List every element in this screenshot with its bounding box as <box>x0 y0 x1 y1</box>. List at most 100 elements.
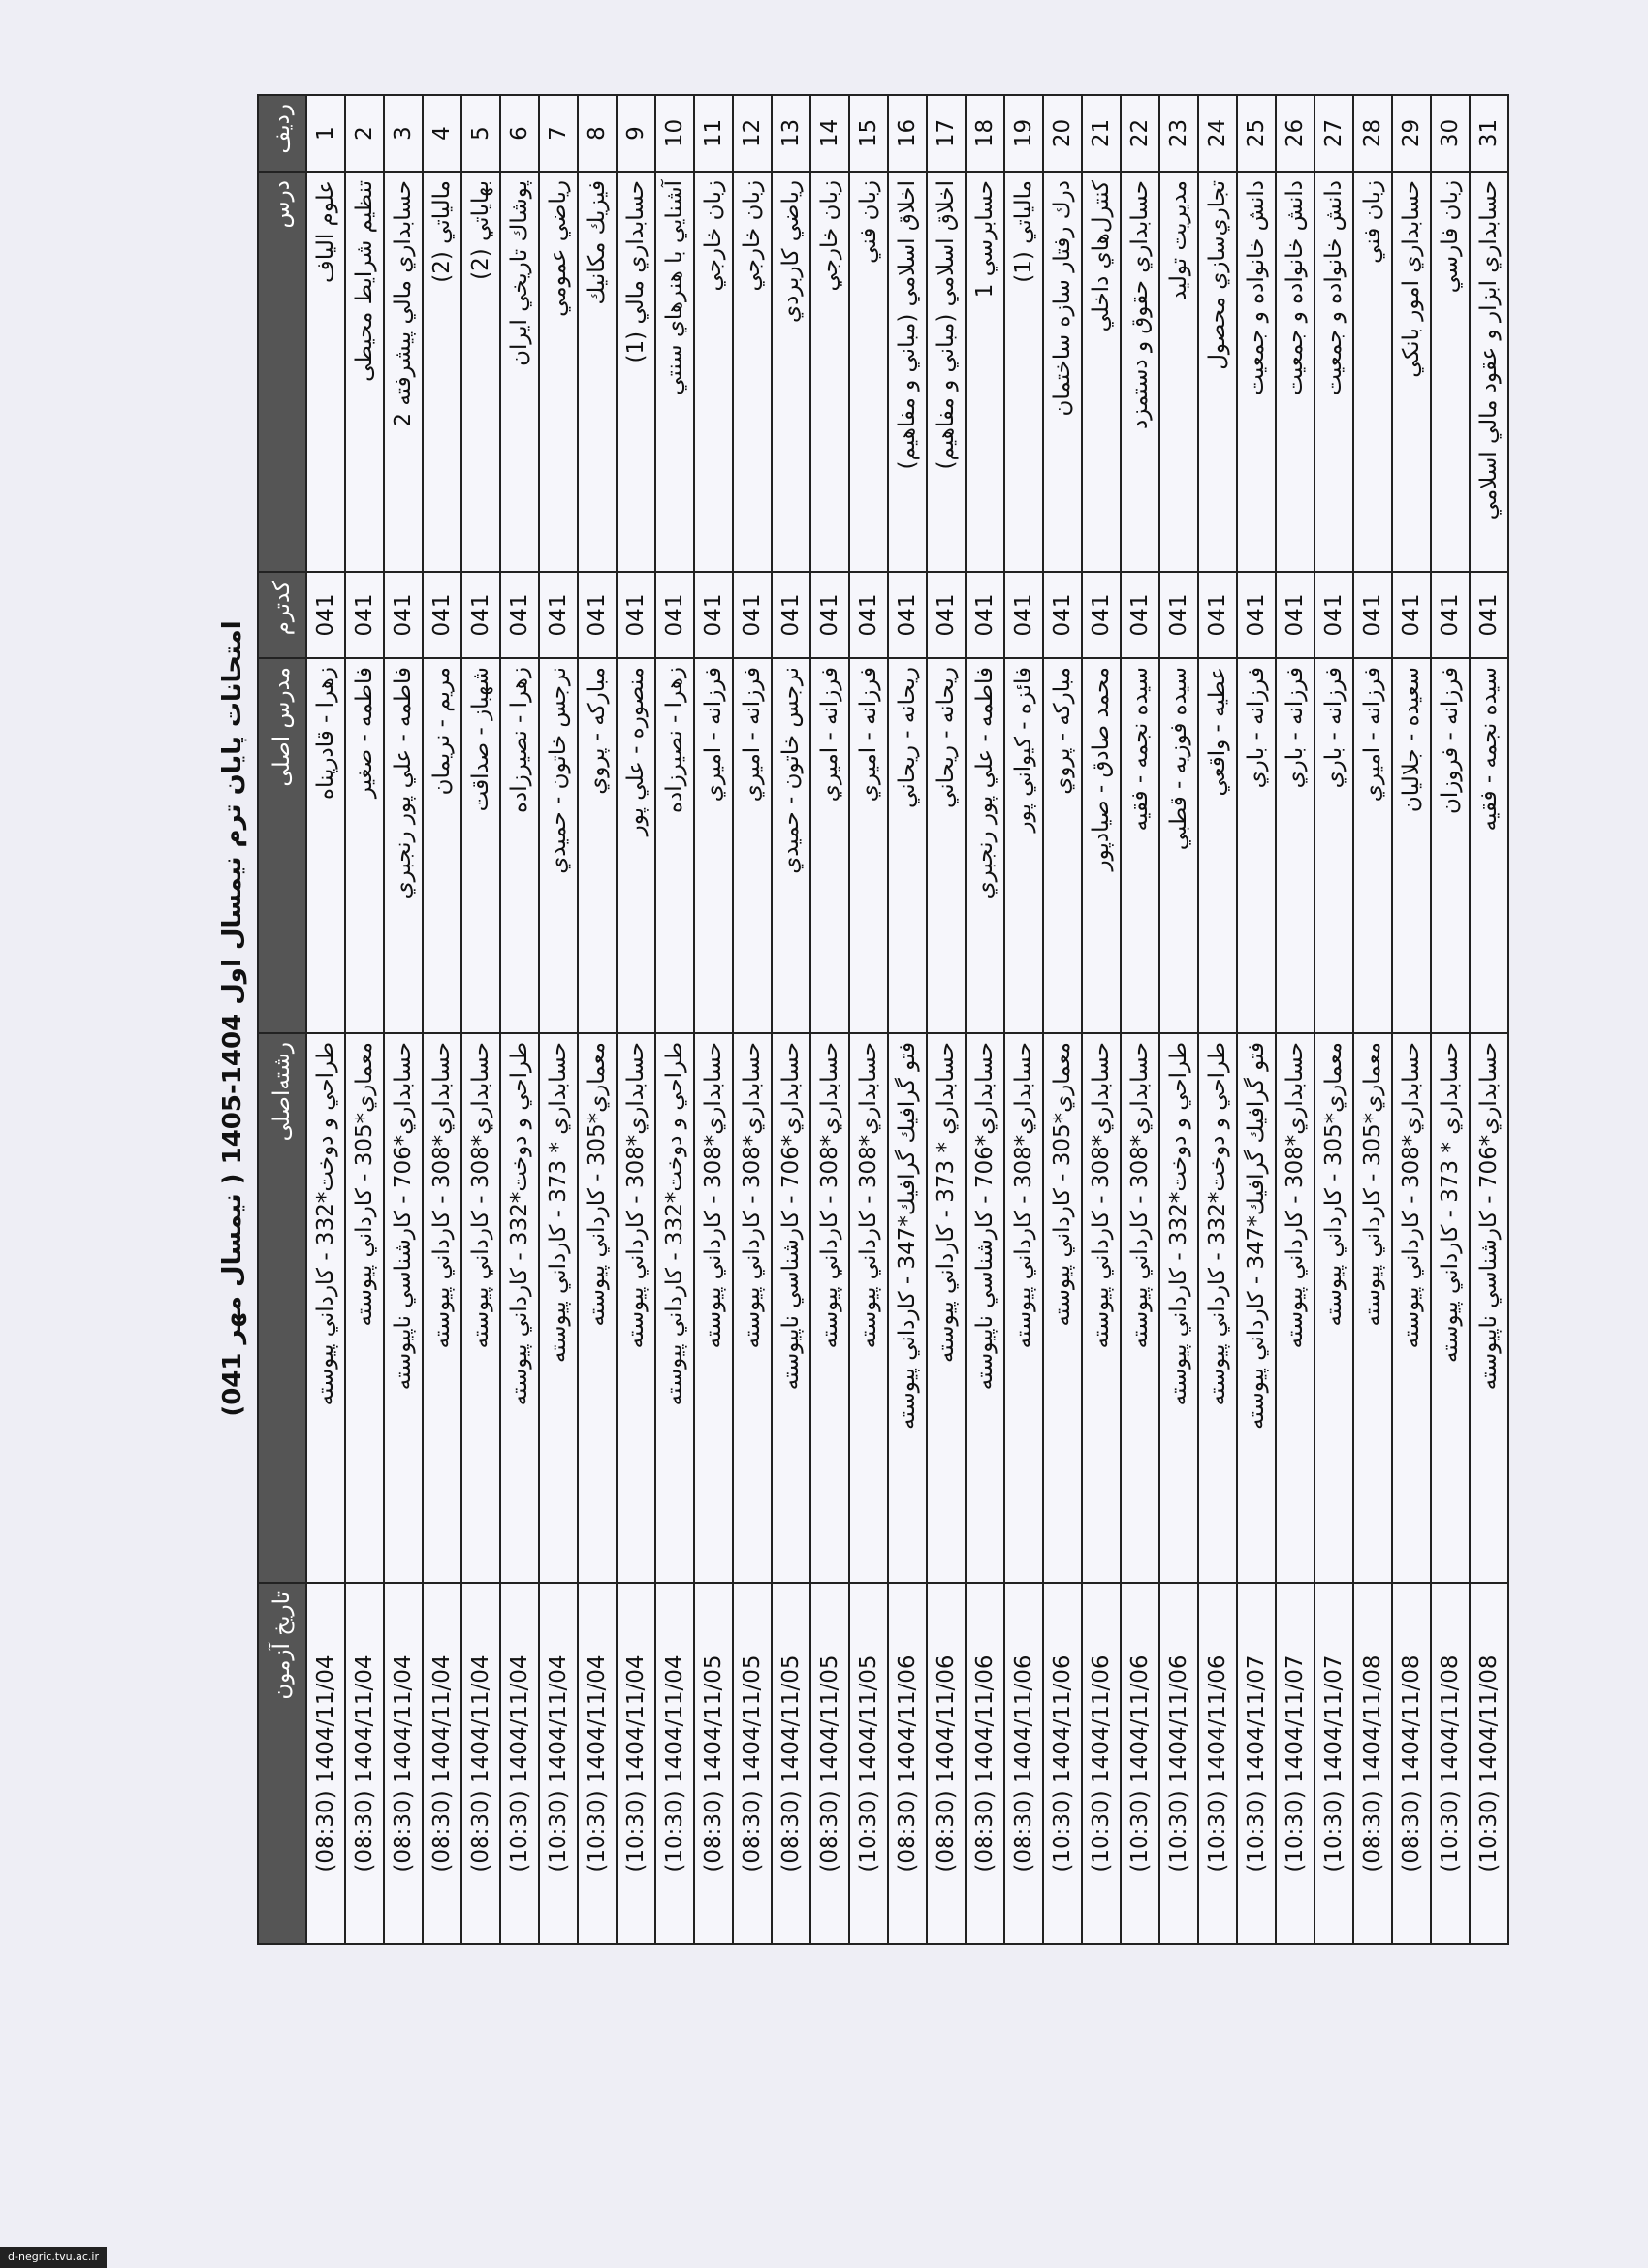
exam-table: ردیف درس کدترم مدرس اصلی رشته‌اصلی تاریخ آزمو… <box>257 94 1509 1945</box>
table-cell: 16 <box>888 95 927 172</box>
table-cell: زبان خارجي <box>694 172 733 572</box>
table-cell: 041 <box>1159 572 1198 658</box>
header-cell: ردیف <box>258 95 306 172</box>
table-row: 13 رياضي كاربردي 041 نرجس خاتون - حميدي حساب… <box>772 95 810 1944</box>
table-cell: دانش خانواده و جمعيت <box>1237 172 1276 572</box>
table-cell: حسابداري * 373 - كارداني پيوسته <box>927 1033 966 1583</box>
table-row: 21 كنترل‌هاي داخلي 041 محمد صادق - صيادپور ح… <box>1082 95 1121 1944</box>
table-cell: طراحي و دوخت*332 - كارداني پيوسته <box>1159 1033 1198 1583</box>
table-cell: 1404/11/04 (10:30) <box>500 1583 539 1944</box>
table-row: 10 آشنايي با هنرهاي سنتي 041 زهرا - نصيرزاد… <box>655 95 694 1944</box>
table-cell: كنترل‌هاي داخلي <box>1082 172 1121 572</box>
table-cell: 1404/11/08 (10:30) <box>1431 1583 1470 1944</box>
table-cell: حسابداري مالي پيشرفته 2 <box>384 172 423 572</box>
table-cell: 041 <box>578 572 617 658</box>
table-cell: 041 <box>1276 572 1315 658</box>
table-cell: فرزانه - اميري <box>1353 658 1392 1033</box>
table-row: 6 پوشاك تاريخي ايران 041 زهرا - نصيرزاده طرا… <box>500 95 539 1944</box>
table-cell: نرجس خاتون - حميدي <box>772 658 810 1033</box>
title: امتحانات پایان ترم نیمسال اول 1404-1405 … <box>218 620 247 1417</box>
table-cell: 6 <box>500 95 539 172</box>
table-cell: 4 <box>423 95 461 172</box>
table-cell: مالياتي (1) <box>1004 172 1043 572</box>
table-cell: 041 <box>461 572 500 658</box>
table-cell: معماري*305 - كارداني پيوسته <box>1353 1033 1392 1583</box>
table-row: 19 مالياتي (1) 041 فائزه - كيواني پور حسابدا… <box>1004 95 1043 1944</box>
table-cell: حسابداري*706 - كارشناسي ناپيوسته <box>384 1033 423 1583</box>
table-cell: 27 <box>1315 95 1353 172</box>
table-cell: 1404/11/06 (08:30) <box>927 1583 966 1944</box>
table-cell: 041 <box>772 572 810 658</box>
table-row: 11 زبان خارجي 041 فرزانه - اميري حسابداري*30… <box>694 95 733 1944</box>
table-cell: 18 <box>966 95 1004 172</box>
table-cell: حسابداري * 373 - كارداني پيوسته <box>1431 1033 1470 1583</box>
table-cell: 1404/11/08 (10:30) <box>1470 1583 1508 1944</box>
table-cell: 1404/11/05 (08:30) <box>810 1583 849 1944</box>
table-cell: سيده نجمه - فقيه <box>1121 658 1159 1033</box>
table-cell: معماري*305 - كارداني پيوسته <box>1043 1033 1082 1583</box>
table-cell: تجاري‌سازي محصول <box>1198 172 1237 572</box>
table-cell: سيده نجمه - فقيه <box>1470 658 1508 1033</box>
table-cell: زهرا - نصيرزاده <box>500 658 539 1033</box>
table-cell: زهرا - قادرپناه <box>306 658 345 1033</box>
table-cell: حسابداري*308 - كارداني پيوسته <box>694 1033 733 1583</box>
table-cell: 041 <box>1470 572 1508 658</box>
table-cell: مباركه - پروي <box>1043 658 1082 1033</box>
table-cell: 1404/11/05 (08:30) <box>733 1583 772 1944</box>
table-cell: 041 <box>1353 572 1392 658</box>
table-cell: زبان خارجي <box>810 172 849 572</box>
table-cell: 041 <box>927 572 966 658</box>
table-cell: فتو گرافيك گرافيك*347 - كارداني پيوسته <box>1237 1033 1276 1583</box>
table-cell: 041 <box>1431 572 1470 658</box>
table-cell: طراحي و دوخت*332 - كارداني پيوسته <box>655 1033 694 1583</box>
table-cell: پوشاك تاريخي ايران <box>500 172 539 572</box>
table-cell: 12 <box>733 95 772 172</box>
table-cell: حسابداري*308 - كارداني پيوسته <box>849 1033 888 1583</box>
table-row: 28 زبان فني 041 فرزانه - اميري معماري*305 - … <box>1353 95 1392 1944</box>
table-cell: مالياتي (2) <box>423 172 461 572</box>
table-row: 29 حسابداري امور بانكي 041 سعيده - جلاليان ح… <box>1392 95 1431 1944</box>
table-cell: 041 <box>888 572 927 658</box>
table-cell: زبان فارسي <box>1431 172 1470 572</box>
table-cell: حسابداري*706 - كارشناسي ناپيوسته <box>772 1033 810 1583</box>
table-cell: 1404/11/04 (10:30) <box>578 1583 617 1944</box>
table-cell: 041 <box>733 572 772 658</box>
table-cell: 1404/11/05 (08:30) <box>772 1583 810 1944</box>
table-cell: 1404/11/06 (08:30) <box>966 1583 1004 1944</box>
table-cell: طراحي و دوخت*332 - كارداني پيوسته <box>1198 1033 1237 1583</box>
table-cell: معماري*305 - كارداني پيوسته <box>345 1033 384 1583</box>
table-cell: تنظیم شرایط محیطی <box>345 172 384 572</box>
table-cell: 31 <box>1470 95 1508 172</box>
table-cell: 1404/11/05 (08:30) <box>694 1583 733 1944</box>
table-cell: فائزه - كيواني پور <box>1004 658 1043 1033</box>
table-row: 5 بهاياتي (2) 041 شهباز - صداقت حسابداري*308… <box>461 95 500 1944</box>
table-cell: 24 <box>1198 95 1237 172</box>
table-row: 22 حسابداري حقوق و دستمزد 041 سيده نجمه - ف… <box>1121 95 1159 1944</box>
table-cell: 041 <box>1004 572 1043 658</box>
table-row: 3 حسابداري مالي پيشرفته 2 041 فاطمه - علي پ… <box>384 95 423 1944</box>
table-row: 31 حسابداري ابزار و عقود مالي اسلامي 041 سي… <box>1470 95 1508 1944</box>
table-cell: زهرا - نصيرزاده <box>655 658 694 1033</box>
table-cell: 1404/11/04 (10:30) <box>539 1583 578 1944</box>
table-cell: بهاياتي (2) <box>461 172 500 572</box>
table-cell: محمد صادق - صيادپور <box>1082 658 1121 1033</box>
table-cell: مریم - نریمان <box>423 658 461 1033</box>
table-cell: 7 <box>539 95 578 172</box>
table-cell: اخلاق اسلامي (مباني و مفاهيم) <box>888 172 927 572</box>
table-cell: فيزيك مكانيك <box>578 172 617 572</box>
table-cell: زبان فني <box>849 172 888 572</box>
table-cell: فرزانه - باري <box>1276 658 1315 1033</box>
footer: d-negric.tvu.ac.ir <box>0 2247 107 2268</box>
table-cell: معماري*305 - كارداني پيوسته <box>578 1033 617 1583</box>
table-cell: حسابداري ابزار و عقود مالي اسلامي <box>1470 172 1508 572</box>
table-cell: 14 <box>810 95 849 172</box>
table-cell: 1404/11/07 (10:30) <box>1237 1583 1276 1944</box>
table-cell: فاطمه - صغیر <box>345 658 384 1033</box>
table-cell: رياضي عمومي <box>539 172 578 572</box>
table-cell: حسابداري*308 - كارداني پيوسته <box>423 1033 461 1583</box>
table-cell: 1404/11/04 (10:30) <box>655 1583 694 1944</box>
table-cell: حسابداري*308 - كارداني پيوسته <box>1276 1033 1315 1583</box>
table-cell: حسابداري*308 - كارداني پيوسته <box>733 1033 772 1583</box>
table-cell: فتو گرافيك گرافيك*347 - كارداني پيوسته <box>888 1033 927 1583</box>
